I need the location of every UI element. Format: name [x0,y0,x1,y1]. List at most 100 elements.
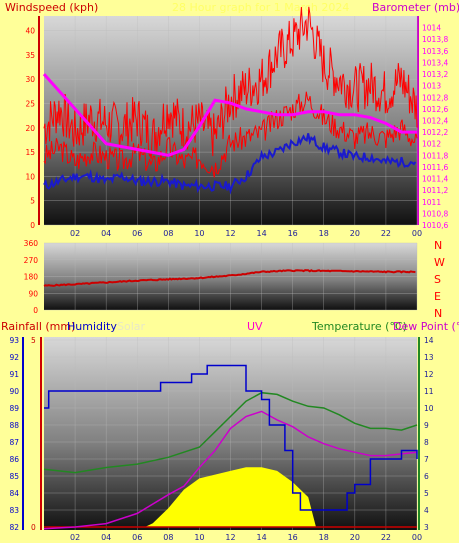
barometer-ticks: 1010,6 1010,8 1011 1011,2 1011,4 1011,6 1011,8… [422,24,448,230]
solar-area [44,467,417,527]
direction-tick-label: 360 [24,239,39,248]
solar-label: Solar [117,320,146,333]
gust-line [43,6,418,159]
barometer-tick-label: 1011,6 [422,163,448,172]
windspeed-tick-label: 5 [30,197,35,206]
barometer-tick-label: 1012,2 [422,128,448,137]
humidity-tick-label: 82 [9,523,19,532]
temperature-x-tick-label: 08 [163,533,173,542]
wind-x-ticks: 02 04 06 08 10 12 14 16 18 20 22 00 [70,229,422,238]
windspeed-tick-label: 25 [25,99,35,108]
barometer-tick-label: 1011 [422,198,441,207]
barometer-tick-label: 1011,4 [422,175,448,184]
temperature-x-tick-label: 06 [132,533,142,542]
wind-x-tick-label: 12 [225,229,235,238]
barometer-tick-label: 1011,2 [422,186,448,195]
wind-x-tick-label: 16 [288,229,298,238]
direction-tick-label: 180 [24,273,39,282]
temperature-x-tick-label: 22 [381,533,391,542]
barometer-tick-label: 1010,6 [422,221,448,230]
barometer-tick-label: 1012,4 [422,117,448,126]
compass-label: W [434,256,445,269]
temperature-tick-label: 4 [424,506,429,515]
chart-title: 28 Hour graph for 1 March 2024 [172,1,349,14]
direction-ticks: 360 270 180 90 0 [24,239,39,315]
windspeed-axis-label: Windspeed (kph) [5,1,98,14]
humidity-tick-label: 91 [9,370,19,379]
windspeed-tick-label: 20 [25,124,35,133]
barometer-tick-label: 1012,6 [422,105,448,114]
temperature-series [43,364,418,530]
temperature-x-tick-label: 20 [350,533,360,542]
barometer-tick-label: 1013,6 [422,47,448,56]
barometer-line [42,73,417,157]
rainfall-axis-label: Rainfall (mm) [1,320,75,333]
direction-grid [44,242,418,311]
humidity-tick-label: 85 [9,472,19,481]
compass-label: N [434,307,442,320]
temperature-tick-label: 13 [424,353,434,362]
wind-x-tick-label: 14 [256,229,266,238]
barometer-tick-label: 1013 [422,82,441,91]
windspeed-tick-label: 35 [25,51,35,60]
direction-tick-label: 90 [28,289,38,298]
rainfall-tick-label: 5 [31,336,36,345]
windspeed-tick-label: 30 [25,75,35,84]
wind-x-tick-label: 02 [70,229,80,238]
humidity-tick-label: 86 [9,455,19,464]
temperature-x-tick-label: 02 [70,533,80,542]
temperature-tick-label: 10 [424,404,434,413]
windspeed-line [43,91,418,178]
wind-average-line [43,133,417,195]
dewpoint-line [43,410,418,530]
temperature-line [43,391,418,474]
humidity-tick-label: 87 [9,438,19,447]
temperature-tick-label: 9 [424,421,429,430]
wind-series [42,6,418,195]
rainfall-tick-label: 0 [31,523,36,532]
humidity-tick-label: 90 [9,387,19,396]
temperature-x-tick-label: 12 [225,533,235,542]
temperature-x-tick-label: 00 [412,533,422,542]
temperature-x-tick-label: 04 [101,533,111,542]
temperature-tick-label: 11 [424,387,434,396]
wind-x-tick-label: 22 [381,229,391,238]
temperature-x-tick-label: 18 [319,533,329,542]
temperature-x-tick-label: 16 [288,533,298,542]
temperature-tick-label: 7 [424,455,429,464]
humidity-tick-label: 84 [9,489,19,498]
humidity-tick-label: 88 [9,421,19,430]
dewpoint-axis-label: Dew Point (°C) [393,320,459,333]
wind-x-tick-label: 18 [319,229,329,238]
humidity-tick-label: 93 [9,336,19,345]
windspeed-tick-label: 0 [30,221,35,230]
barometer-tick-label: 1011,8 [422,151,448,160]
temperature-tick-label: 5 [424,489,429,498]
temperature-axis-label: Temperature (°C) [311,320,407,333]
humidity-tick-label: 89 [9,404,19,413]
temperature-x-tick-label: 10 [194,533,204,542]
windspeed-ticks: 0 5 10 15 20 25 30 35 40 [25,27,35,230]
uv-label: UV [247,320,263,333]
windspeed-tick-label: 15 [25,148,35,157]
humidity-ticks: 82 83 84 85 86 87 88 89 90 91 92 93 [9,336,19,532]
wind-x-tick-label: 06 [132,229,142,238]
barometer-tick-label: 1014 [422,24,441,33]
compass-label: N [434,239,442,252]
temperature-tick-label: 14 [424,336,434,345]
temperature-tick-label: 8 [424,438,429,447]
barometer-tick-label: 1010,8 [422,209,448,218]
temperature-tick-label: 12 [424,370,434,379]
barometer-tick-label: 1013,4 [422,58,448,67]
humidity-tick-label: 83 [9,506,19,515]
windspeed-tick-label: 10 [25,172,35,181]
barometer-axis-label: Barometer (mb) [372,1,459,14]
barometer-tick-label: 1013,8 [422,35,448,44]
direction-line [43,269,416,287]
wind-x-tick-label: 20 [350,229,360,238]
wind-x-tick-label: 10 [194,229,204,238]
temperature-tick-label: 3 [424,523,429,532]
wind-x-tick-label: 00 [412,229,422,238]
